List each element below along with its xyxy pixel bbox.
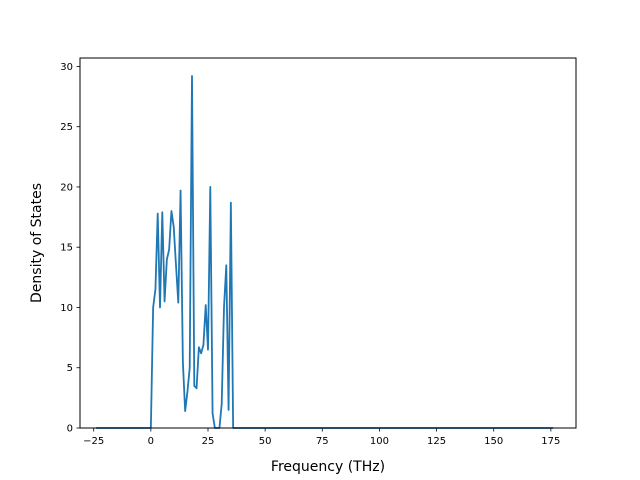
y-tick-label: 20 bbox=[60, 182, 73, 193]
y-tick-label: 25 bbox=[60, 122, 73, 133]
x-tick-label: 175 bbox=[541, 436, 560, 447]
x-tick-label: 0 bbox=[148, 436, 154, 447]
x-tick-label: 125 bbox=[427, 436, 446, 447]
x-tick-label: 100 bbox=[370, 436, 389, 447]
x-tick-label: 150 bbox=[484, 436, 503, 447]
x-tick-label: 75 bbox=[316, 436, 329, 447]
y-tick-label: 30 bbox=[60, 62, 73, 73]
plot-frame bbox=[79, 57, 577, 429]
y-tick-label: 15 bbox=[60, 243, 73, 254]
x-axis-label: Frequency (THz) bbox=[271, 459, 385, 475]
x-tick-label: −25 bbox=[83, 436, 104, 447]
y-axis-label: Density of States bbox=[29, 183, 45, 303]
y-tick-label: 10 bbox=[60, 303, 73, 314]
x-tick-label: 50 bbox=[259, 436, 272, 447]
x-tick-label: 25 bbox=[202, 436, 215, 447]
y-tick-label: 0 bbox=[67, 424, 73, 435]
y-tick-label: 5 bbox=[67, 363, 73, 374]
series-line-dos bbox=[96, 75, 554, 429]
axis-ticks: −25 0 25 50 75 100 125 150 175 0 5 10 15 20 25 30 bbox=[60, 62, 560, 447]
